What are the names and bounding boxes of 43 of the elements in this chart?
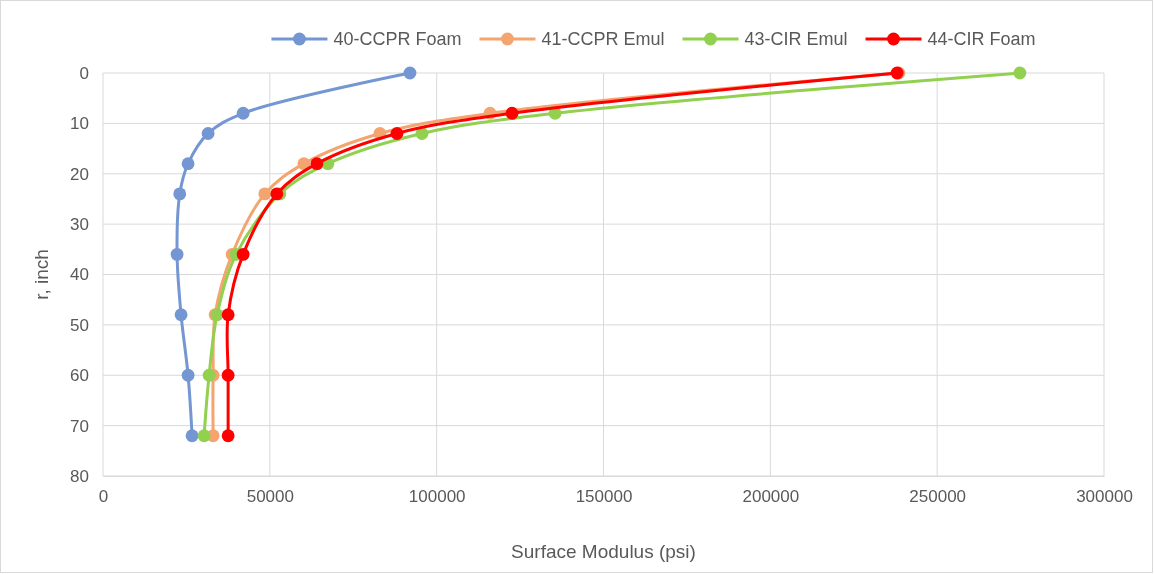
point — [390, 127, 404, 140]
point — [310, 157, 324, 171]
legend-label: 43-CIR Emul — [744, 29, 848, 49]
y-tick-label: 60 — [70, 366, 89, 386]
x-tick-label: 50000 — [246, 487, 294, 507]
point — [185, 429, 199, 443]
y-tick-label: 30 — [70, 215, 89, 235]
x-axis-title: Surface Modulus (psi) — [511, 541, 696, 562]
y-tick-label: 50 — [70, 315, 89, 335]
y-tick-label: 80 — [70, 466, 89, 486]
point — [1013, 66, 1027, 80]
legend-label: 40-CCPR Foam — [333, 29, 462, 49]
y-tick-label: 10 — [70, 114, 89, 134]
point — [197, 429, 211, 443]
legend-label: 44-CIR Foam — [927, 29, 1036, 49]
point — [221, 368, 235, 382]
y-axis-title: r, inch — [31, 249, 52, 300]
point — [170, 247, 184, 261]
point — [202, 368, 216, 382]
point — [173, 187, 187, 201]
x-tick-label: 200000 — [742, 487, 800, 507]
point — [403, 66, 417, 80]
point — [201, 127, 215, 140]
x-tick-label: 0 — [98, 487, 109, 507]
y-tick-label: 20 — [70, 164, 89, 184]
point — [297, 157, 311, 171]
point — [221, 308, 235, 322]
point — [505, 106, 519, 120]
point — [236, 247, 250, 261]
point — [236, 106, 250, 120]
point — [181, 368, 195, 382]
point — [174, 308, 188, 322]
point — [221, 429, 235, 443]
legend-label: 41-CCPR Emul — [541, 29, 665, 49]
x-tick-label: 150000 — [575, 487, 633, 507]
x-tick-label: 300000 — [1076, 487, 1133, 507]
x-tick-label: 100000 — [408, 487, 466, 507]
point — [181, 157, 195, 171]
x-tick-label: 250000 — [909, 487, 967, 507]
point — [258, 187, 272, 201]
y-tick-label: 0 — [79, 63, 89, 83]
y-tick-label: 70 — [70, 416, 89, 436]
y-tick-label: 40 — [70, 265, 89, 285]
